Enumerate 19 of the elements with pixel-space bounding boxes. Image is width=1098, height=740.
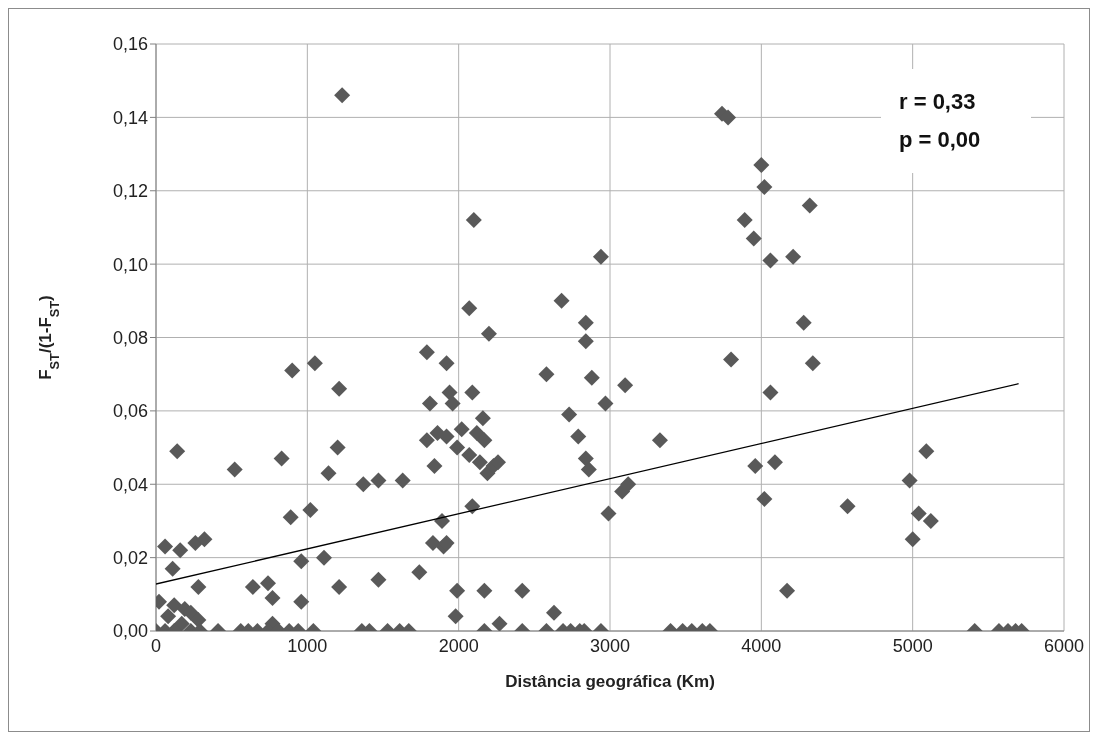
annotation: p = 0,00 xyxy=(899,126,982,154)
y-tick-label: 0,14 xyxy=(112,107,148,128)
y-tick-label: 0,06 xyxy=(112,401,148,422)
y-tick-label: 0,00 xyxy=(112,621,148,642)
x-tick-label: 4000 xyxy=(741,635,782,656)
x-tick-label: 2000 xyxy=(438,635,479,656)
x-tick-label: 5000 xyxy=(892,635,933,656)
x-tick-label: 3000 xyxy=(589,635,631,656)
x-axis-title: Distância geográfica (Km) xyxy=(505,672,715,691)
x-tick-label: 0 xyxy=(150,635,162,656)
y-tick-label: 0,12 xyxy=(112,181,148,202)
x-tick-label: 6000 xyxy=(1043,635,1085,656)
y-tick-label: 0,04 xyxy=(112,474,148,495)
y-tick-label: 0,02 xyxy=(112,548,148,569)
y-tick-label: 0,10 xyxy=(112,254,148,275)
x-tick-label: 1000 xyxy=(287,635,328,656)
annotation: r = 0,33 xyxy=(899,88,977,116)
y-tick-label: 0,16 xyxy=(112,34,148,55)
y-tick-label: 0,08 xyxy=(112,327,148,348)
